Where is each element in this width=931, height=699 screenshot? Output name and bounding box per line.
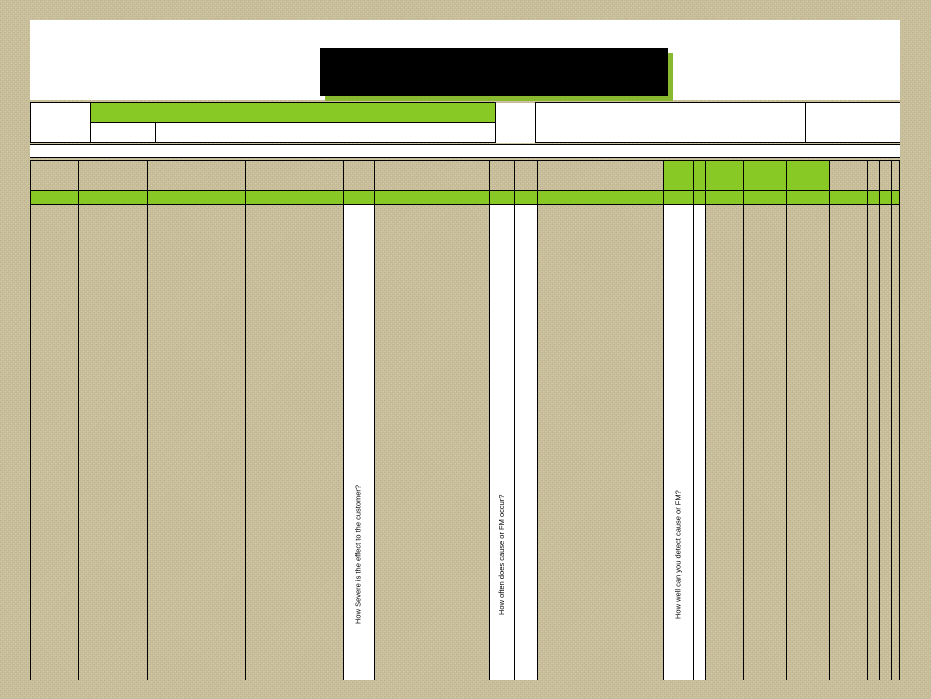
hdr-top-2 [147, 161, 245, 191]
hdr-vert-8 [538, 205, 664, 681]
fmea-sheet: How Severe is the effect to the customer… [30, 20, 900, 680]
hdr-vert-0 [31, 205, 79, 681]
hdr-vert-10 [693, 205, 705, 681]
hdr-vert-12 [744, 205, 787, 681]
hdr-vert-17 [891, 205, 899, 681]
hdr-top-4 [344, 161, 374, 191]
hdr-green-right-9 [663, 191, 693, 205]
occurrence-label: How often does cause or FM occur? [490, 205, 514, 680]
hdr-green-left-1 [79, 191, 147, 205]
hdr-green-right-16 [879, 191, 891, 205]
hdr-top-17 [891, 161, 899, 191]
hdr-vert-11 [706, 205, 744, 681]
info-right-right [806, 103, 900, 143]
hdr-vert-1 [79, 205, 147, 681]
detection-label: How well can you detect cause or FM? [664, 205, 693, 680]
hdr-green-left-6 [490, 191, 515, 205]
hdr-top-7 [515, 161, 538, 191]
info-left-sub2 [156, 123, 496, 143]
hdr-vert-5 [374, 205, 490, 681]
hdr-top-13 [787, 161, 829, 191]
severity-label: How Severe is the effect to the customer… [344, 205, 373, 680]
col-detection: How well can you detect cause or FM? [663, 205, 693, 681]
hdr-green-left-5 [374, 191, 490, 205]
hdr-top-11 [706, 161, 744, 191]
hdr-green-left-3 [245, 191, 343, 205]
hdr-green-right-14 [829, 191, 867, 205]
hdr-top-5 [374, 161, 490, 191]
main-grid: How Severe is the effect to the customer… [30, 160, 900, 680]
hdr-vert-7 [515, 205, 538, 681]
info-right-left [536, 103, 806, 143]
slide-background: How Severe is the effect to the customer… [0, 0, 931, 699]
hdr-green-left-0 [31, 191, 79, 205]
hdr-top-15 [867, 161, 879, 191]
info-table [30, 102, 900, 143]
hdr-green-right-15 [867, 191, 879, 205]
hdr-vert-13 [787, 205, 829, 681]
hdr-vert-15 [867, 205, 879, 681]
col-severity: How Severe is the effect to the customer… [344, 205, 374, 681]
divider-band [30, 144, 900, 158]
hdr-green-right-11 [706, 191, 744, 205]
hdr-top-3 [245, 161, 343, 191]
info-left-sub1 [91, 123, 156, 143]
hdr-top-14 [829, 161, 867, 191]
hdr-top-12 [744, 161, 787, 191]
hdr-green-left-4 [344, 191, 374, 205]
hdr-green-left-8 [538, 191, 664, 205]
hdr-top-6 [490, 161, 515, 191]
hdr-green-right-10 [693, 191, 705, 205]
hdr-green-right-12 [744, 191, 787, 205]
hdr-green-right-13 [787, 191, 829, 205]
hdr-vert-16 [879, 205, 891, 681]
hdr-vert-14 [829, 205, 867, 681]
hdr-green-left-2 [147, 191, 245, 205]
hdr-top-16 [879, 161, 891, 191]
hdr-green-right-17 [891, 191, 899, 205]
hdr-top-8 [538, 161, 664, 191]
hdr-top-9 [663, 161, 693, 191]
hdr-vert-3 [245, 205, 343, 681]
hdr-top-10 [693, 161, 705, 191]
hdr-vert-2 [147, 205, 245, 681]
hdr-green-left-7 [515, 191, 538, 205]
title-box [320, 48, 668, 96]
hdr-top-0 [31, 161, 79, 191]
info-left-header [91, 103, 496, 123]
hdr-top-1 [79, 161, 147, 191]
col-occurrence: How often does cause or FM occur? [490, 205, 515, 681]
